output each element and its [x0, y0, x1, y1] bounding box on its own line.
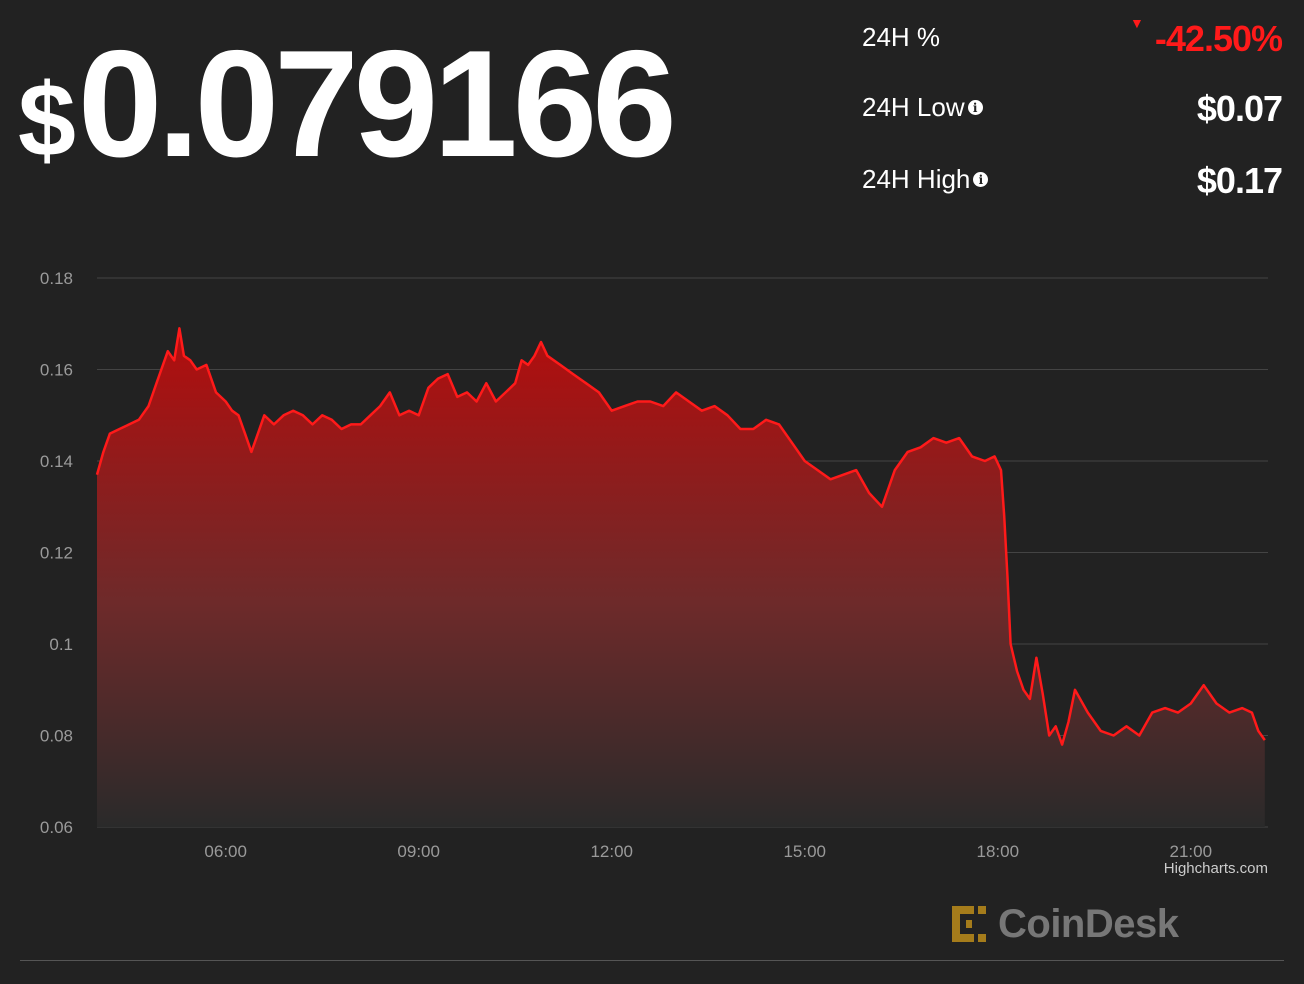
stat-value-24h-high: $0.17	[1196, 160, 1283, 201]
coindesk-brand[interactable]: CoinDesk	[944, 900, 1179, 948]
highcharts-credits-link[interactable]: Highcharts.com	[1163, 860, 1268, 877]
brand-name: CoinDesk	[998, 901, 1179, 946]
y-tick-label: 0.14	[40, 452, 73, 471]
stat-label-text: 24H Low	[862, 92, 965, 122]
coindesk-logo-icon	[952, 906, 986, 942]
price-chart-svg: 0.06 0.08 0.1 0.12 0.14 0.16 0.18 06:00 09:00 12:…	[40, 269, 1268, 861]
y-tick-label: 0.06	[40, 818, 73, 837]
y-tick-label: 0.18	[40, 269, 73, 288]
series-area	[97, 328, 1265, 827]
price-value: 0.079166	[77, 19, 677, 189]
current-price: $0.079166	[18, 28, 677, 180]
y-tick-label: 0.12	[40, 544, 73, 563]
x-tick-label: 21:00	[1170, 842, 1213, 861]
x-tick-label: 15:00	[783, 842, 826, 861]
info-icon[interactable]: i	[973, 172, 989, 187]
x-tick-label: 09:00	[397, 842, 440, 861]
y-tick-label: 0.08	[40, 727, 73, 746]
footer-divider	[20, 960, 1284, 961]
stat-value-24h-low: $0.07	[1196, 88, 1283, 129]
price-chart[interactable]: 0.06 0.08 0.1 0.12 0.14 0.16 0.18 06:00 09:00 12:…	[0, 240, 1304, 900]
triangle-down-icon: ▼	[1130, 15, 1144, 31]
stat-label-24h-high: 24H High i	[862, 164, 989, 195]
stat-label-text: 24H %	[862, 22, 941, 52]
y-tick-label: 0.16	[40, 361, 73, 380]
stat-label-24h-change: 24H %	[862, 22, 940, 53]
stat-value-text: -42.50%	[1154, 18, 1283, 59]
x-tick-label: 06:00	[204, 842, 247, 861]
y-tick-label: 0.1	[49, 635, 73, 654]
stat-label-text: 24H High	[862, 164, 971, 194]
info-icon[interactable]: i	[967, 100, 983, 115]
stat-value-24h-change: ▼ -42.50%	[1130, 15, 1283, 60]
stat-label-24h-low: 24H Low i	[862, 92, 983, 123]
price-currency: $	[18, 63, 76, 179]
x-tick-label: 18:00	[976, 842, 1019, 861]
x-tick-label: 12:00	[590, 842, 633, 861]
